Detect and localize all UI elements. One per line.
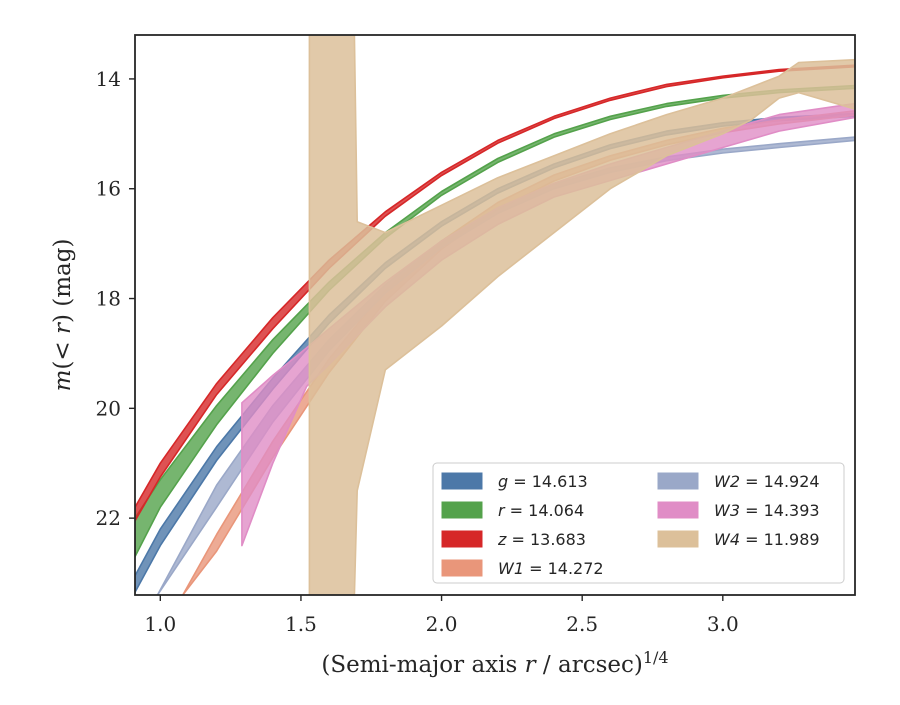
legend-label-z: z = 13.683 bbox=[497, 530, 586, 549]
legend-swatch-g bbox=[441, 472, 483, 490]
y-tick-label: 20 bbox=[96, 396, 121, 420]
legend-label-w1: W1 = 14.272 bbox=[498, 559, 604, 578]
x-tick-label: 2.5 bbox=[566, 612, 598, 636]
series-layer bbox=[135, 35, 855, 595]
legend-swatch-z bbox=[441, 530, 483, 548]
x-tick-label: 3.0 bbox=[707, 612, 739, 636]
legend-label-w3: W3 = 14.393 bbox=[714, 501, 820, 520]
legend-label-w4: W4 = 11.989 bbox=[714, 530, 820, 549]
y-tick-label: 16 bbox=[96, 177, 121, 201]
legend-swatch-w2 bbox=[657, 472, 699, 490]
plot-frame bbox=[134, 34, 856, 596]
legend-label-g: g = 14.613 bbox=[498, 472, 588, 491]
legend-swatch-r bbox=[441, 501, 483, 519]
ticks-layer: 1.0 1.5 2.0 2.5 3.0 14 16 18 20 22 bbox=[96, 67, 739, 636]
legend-swatch-w4 bbox=[657, 530, 699, 548]
y-tick-label: 18 bbox=[96, 287, 121, 311]
legend-box bbox=[432, 462, 845, 584]
legend-label-r: r = 14.064 bbox=[498, 501, 584, 520]
legend-swatch-w1 bbox=[441, 559, 483, 577]
x-axis-title: (Semi-major axis r / arcsec)1/4 bbox=[321, 648, 668, 678]
y-tick-label: 22 bbox=[96, 506, 121, 530]
x-tick-label: 1.0 bbox=[144, 612, 176, 636]
series-band-w4 bbox=[308, 35, 855, 595]
y-axis-title: m(< r) (mag) bbox=[50, 239, 76, 392]
x-tick-label: 1.5 bbox=[285, 612, 317, 636]
legend-swatch-w3 bbox=[657, 501, 699, 519]
x-tick-label: 2.0 bbox=[426, 612, 458, 636]
legend: g = 14.613 r = 14.064 z = 13.683 W1 = 14.27… bbox=[432, 462, 845, 584]
y-tick-label: 14 bbox=[96, 67, 121, 91]
legend-label-w2: W2 = 14.924 bbox=[714, 472, 820, 491]
